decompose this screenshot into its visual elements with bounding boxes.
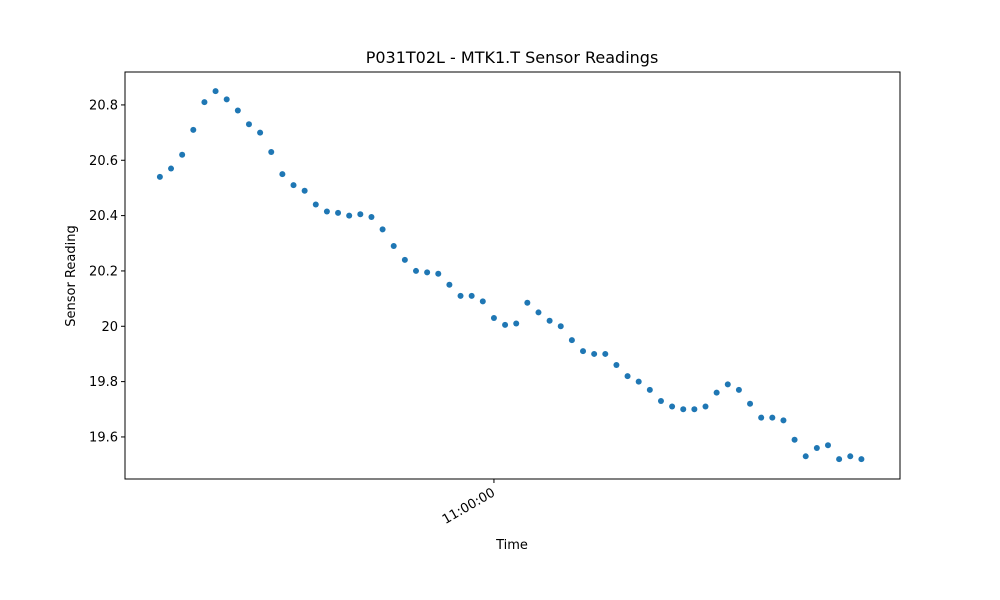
point — [858, 456, 865, 463]
point — [568, 337, 575, 344]
point — [724, 381, 731, 388]
point — [769, 414, 776, 421]
point — [412, 267, 419, 274]
point — [179, 151, 186, 158]
point — [245, 121, 252, 128]
point — [702, 403, 709, 410]
point — [680, 406, 687, 413]
y-tick-label: 19.8 — [89, 375, 118, 390]
point — [457, 292, 464, 299]
x-tick-label: 11:00:00 — [440, 485, 498, 527]
point — [591, 350, 598, 357]
point — [190, 126, 197, 133]
point — [168, 165, 175, 172]
point — [234, 107, 241, 114]
point — [513, 320, 520, 327]
point — [323, 208, 330, 215]
point — [379, 226, 386, 233]
point — [335, 209, 342, 216]
point — [713, 389, 720, 396]
point — [758, 414, 765, 421]
point — [635, 378, 642, 385]
point — [836, 456, 843, 463]
point — [390, 243, 397, 250]
point — [613, 362, 620, 369]
point — [791, 436, 798, 443]
point — [813, 445, 820, 452]
point — [524, 299, 531, 306]
point — [424, 269, 431, 276]
point — [780, 417, 787, 424]
y-tick-label: 19.6 — [89, 430, 118, 445]
point — [223, 96, 230, 103]
point — [357, 211, 364, 218]
point — [312, 201, 319, 208]
point — [490, 314, 497, 321]
point — [557, 323, 564, 330]
point — [156, 173, 163, 180]
point — [747, 400, 754, 407]
point — [546, 317, 553, 324]
point — [535, 309, 542, 316]
chart-title: P031T02L - MTK1.T Sensor Readings — [366, 48, 659, 67]
point — [479, 298, 486, 305]
y-tick-label: 20.6 — [89, 154, 118, 169]
point — [201, 99, 208, 106]
point — [502, 321, 509, 328]
point — [847, 453, 854, 460]
y-tick-label: 20.2 — [89, 264, 118, 279]
point — [468, 292, 475, 299]
point — [212, 88, 219, 95]
x-axis-label: Time — [495, 538, 528, 553]
plot-frame — [124, 71, 901, 480]
y-tick-label: 20.8 — [89, 98, 118, 113]
point — [735, 386, 742, 393]
point — [669, 403, 676, 410]
point — [279, 171, 286, 178]
point — [446, 281, 453, 288]
y-axis-label: Sensor Reading — [64, 225, 79, 326]
point — [691, 406, 698, 413]
point — [802, 453, 809, 460]
y-tick-label: 20 — [101, 320, 118, 335]
point — [435, 270, 442, 277]
y-tick-label: 20.4 — [89, 209, 118, 224]
point — [301, 187, 308, 194]
point — [257, 129, 264, 136]
point — [346, 212, 353, 219]
point — [290, 182, 297, 189]
point — [824, 442, 831, 449]
point — [368, 213, 375, 220]
point — [624, 373, 631, 380]
point — [401, 256, 408, 263]
point — [268, 148, 275, 155]
point — [646, 386, 653, 393]
point — [657, 397, 664, 404]
point — [602, 350, 609, 357]
point — [580, 348, 587, 355]
